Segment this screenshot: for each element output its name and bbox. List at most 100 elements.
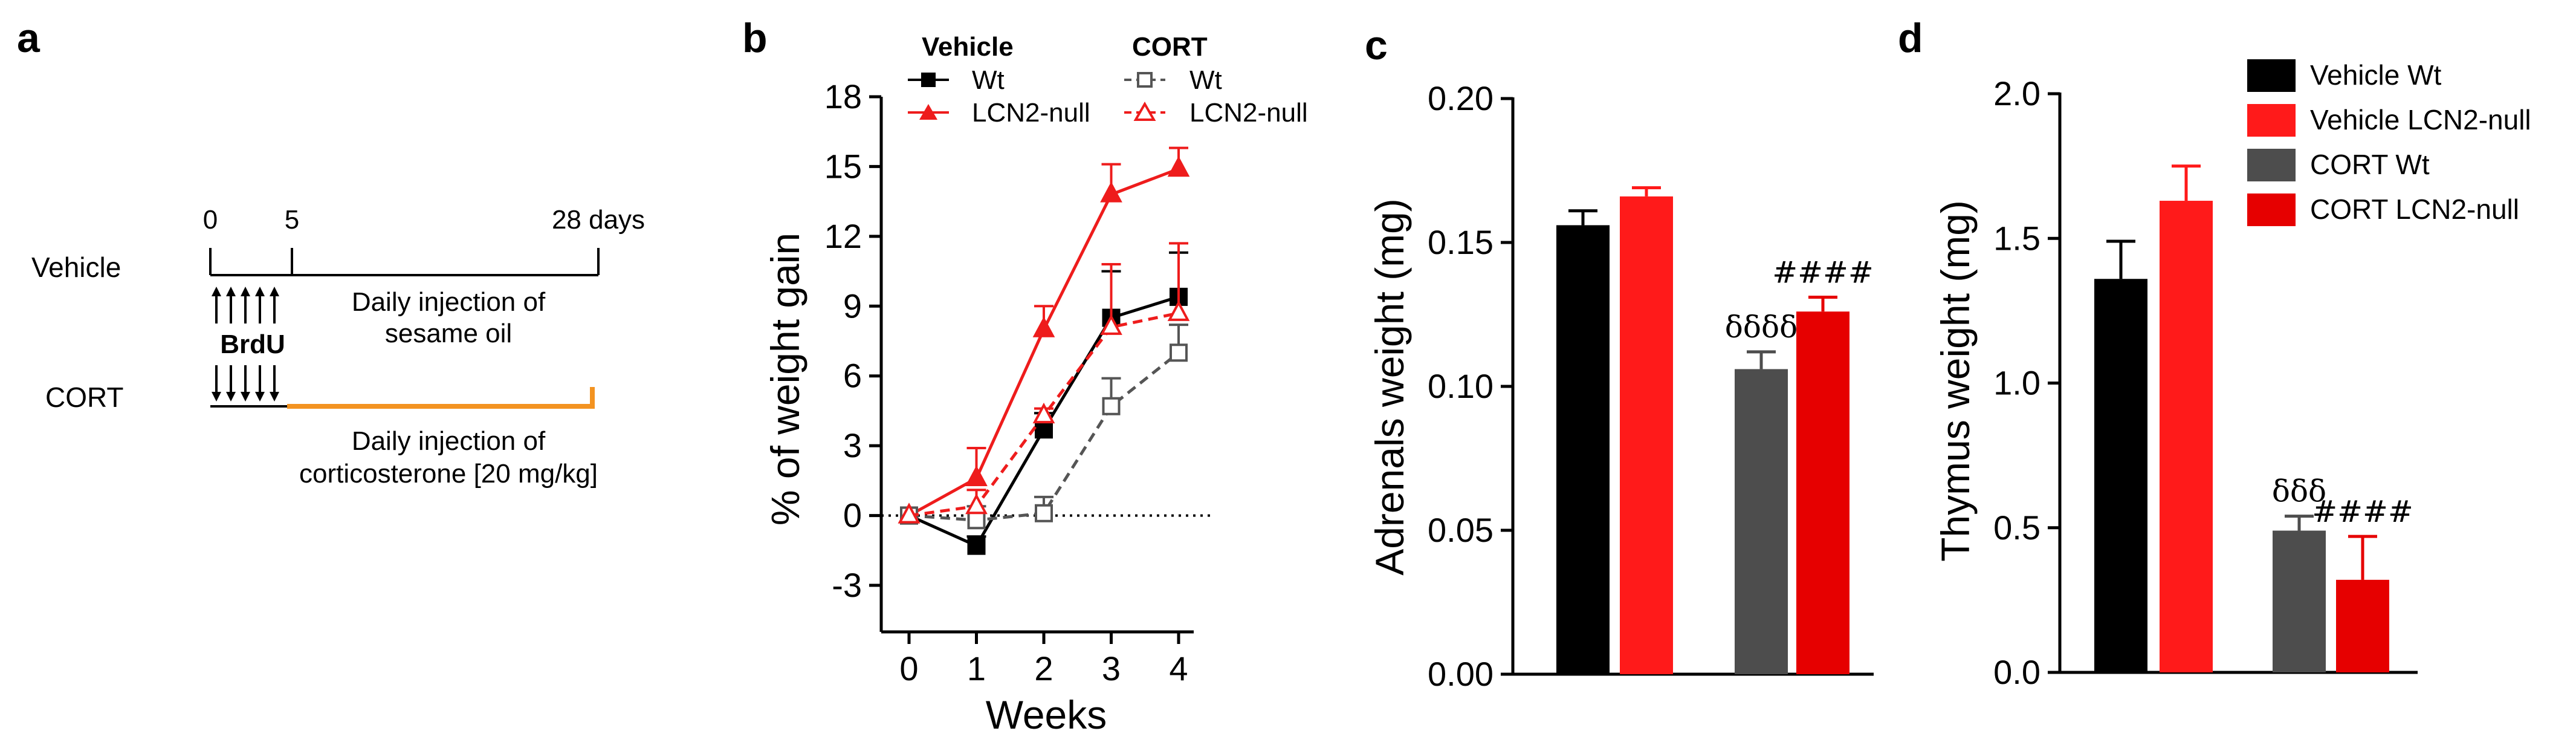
x-tick-label: 4 <box>1169 649 1188 688</box>
bar-0 <box>1556 225 1610 674</box>
data-point-3-0 <box>898 502 921 524</box>
data-point-1-3 <box>1100 181 1122 203</box>
bar-2 <box>2273 530 2326 672</box>
legend-marker-veh-null <box>919 104 937 120</box>
chart-c-plot-area: δδδδ #### <box>1556 186 1874 675</box>
legend-marker-cort-null <box>1133 101 1156 121</box>
day-label-28: 28 days <box>552 205 645 235</box>
legend-label-vehicle-null: Vehicle LCN2-null <box>2310 104 2531 135</box>
y-tick-label: 1.5 <box>1993 219 2040 257</box>
x-tick-label: 2 <box>1034 649 1053 688</box>
legend-marker-cort-wt <box>1137 72 1153 88</box>
y-tick-label: 0.0 <box>1993 653 2040 691</box>
series-line-1 <box>908 167 1179 517</box>
up-arrow-head-3 <box>255 287 265 296</box>
panel-letter-c: c <box>1365 22 1388 68</box>
y-tick-label: 0.15 <box>1428 223 1493 261</box>
data-point-0-2 <box>1035 420 1053 439</box>
legend-swatch-cort-wt <box>2247 149 2296 181</box>
y-tick-label: 0.20 <box>1428 79 1493 117</box>
legend-marker-veh-wt <box>921 73 936 87</box>
y-tick-label: 0 <box>843 496 862 535</box>
chart-b-plot-area <box>881 146 1214 555</box>
data-point-0-1 <box>967 536 986 555</box>
vehicle-treatment-line1: Daily injection of <box>352 287 546 317</box>
y-tick-label: 15 <box>824 147 862 185</box>
brdu-label: BrdU <box>220 330 285 359</box>
data-point-2-1 <box>967 511 986 530</box>
cort-timeline <box>210 387 595 409</box>
chart-b-xlabel: Weeks <box>986 692 1107 737</box>
y-tick-label: 18 <box>824 77 862 115</box>
data-point-3-1 <box>965 493 988 515</box>
y-tick-label: 0.05 <box>1428 511 1493 549</box>
chart-b-ylabel: % of weight gain <box>763 233 807 525</box>
legend-label-cort-null: CORT LCN2-null <box>2310 193 2519 225</box>
vehicle-timeline <box>209 248 600 276</box>
chart-d-ylabel: Thymus weight (mg) <box>1933 200 1978 562</box>
legend-label-cort-wt: Wt <box>1189 65 1222 95</box>
cort-treatment-line2: corticosterone [20 mg/kg] <box>299 459 598 489</box>
data-point-1-4 <box>1167 156 1190 177</box>
significance-label-3: #### <box>2312 494 2413 529</box>
down-arrow-head-0 <box>212 392 221 402</box>
y-tick-label: 0.5 <box>1993 509 2040 547</box>
chart-d-plot-area: δδδ#### <box>2094 164 2413 672</box>
data-point-3-3 <box>1100 314 1122 335</box>
panel-letter-a: a <box>17 15 40 61</box>
legend-swatch-vehicle-null <box>2247 104 2296 137</box>
data-point-3-4 <box>1167 300 1190 321</box>
vehicle-treatment-line2: sesame oil <box>385 319 512 348</box>
legend-label-cort-wt: CORT Wt <box>2310 149 2430 180</box>
panel-letter-b: b <box>742 15 768 61</box>
panel-letter-d: d <box>1898 15 1923 61</box>
data-point-2-4 <box>1170 343 1188 362</box>
y-tick-label: -3 <box>832 566 862 604</box>
down-arrow-head-2 <box>241 392 250 402</box>
up-arrow-head-1 <box>226 287 236 296</box>
legend-head-cort: CORT <box>1132 32 1208 62</box>
legend-swatch-vehicle-wt <box>2247 59 2296 92</box>
down-arrow-head-4 <box>270 392 279 402</box>
panel-a-timeline: a Vehicle CORT 0 5 28 days BrdU Daily in… <box>17 15 645 489</box>
legend-swatch-cort-null <box>2247 193 2296 226</box>
up-arrow-head-0 <box>212 287 221 296</box>
bar-2 <box>1735 369 1788 674</box>
significance-label-3: #### <box>1772 255 1874 290</box>
bar-3 <box>2336 579 2389 672</box>
chart-c-ylabel: Adrenals weight (mg) <box>1367 198 1412 576</box>
legend-head-vehicle: Vehicle <box>922 32 1014 62</box>
cort-treatment-line1: Daily injection of <box>352 426 546 456</box>
bar-1 <box>2160 201 2213 672</box>
brdu-up-arrows <box>212 287 279 323</box>
timeline-label-vehicle: Vehicle <box>31 252 121 283</box>
significance-label-2: δδδδ <box>1725 310 1798 345</box>
brdu-down-arrows <box>212 365 279 402</box>
y-tick-label: 9 <box>843 287 862 325</box>
up-arrow-head-2 <box>241 287 250 296</box>
panel-d-bar-chart: d Thymus weight (mg) 0.0 0.5 1.0 1.5 2.0 δδδ… <box>1898 15 2531 691</box>
x-tick-label: 1 <box>967 649 986 688</box>
data-point-1-1 <box>965 465 988 487</box>
y-tick-label: 3 <box>843 426 862 464</box>
y-tick-label: 2.0 <box>1993 74 2040 112</box>
y-tick-label: 12 <box>824 217 862 255</box>
chart-d-axes: 0.0 0.5 1.0 1.5 2.0 <box>1993 74 2418 691</box>
data-point-1-2 <box>1032 316 1055 337</box>
chart-b-legend: Vehicle CORT Wt LCN2-null Wt LCN2-null <box>908 32 1308 128</box>
timeline-label-cort: CORT <box>45 382 124 413</box>
legend-label-cort-null: LCN2-null <box>1189 98 1308 128</box>
day-label-5: 5 <box>285 205 299 235</box>
chart-d-legend: Vehicle Wt Vehicle LCN2-null CORT Wt COR… <box>2247 59 2531 226</box>
x-tick-label: 0 <box>899 649 918 688</box>
down-arrow-head-3 <box>255 392 265 402</box>
data-point-2-3 <box>1102 397 1121 415</box>
bar-0 <box>2094 279 2147 672</box>
y-tick-label: 0.00 <box>1428 655 1493 693</box>
significance-label-2: δδδ <box>2272 474 2326 509</box>
bar-1 <box>1620 196 1673 675</box>
y-tick-label: 1.0 <box>1993 364 2040 402</box>
data-point-2-2 <box>1035 504 1053 522</box>
panel-b-line-chart: b Vehicle CORT Wt LCN2-null Wt LCN2-null… <box>742 15 1308 737</box>
